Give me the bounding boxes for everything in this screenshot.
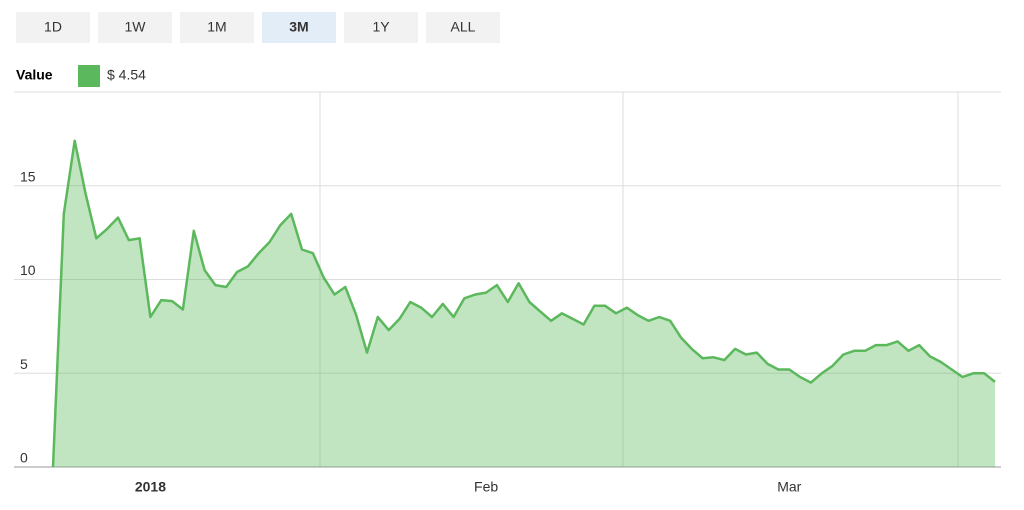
range-button[interactable]: [16, 12, 90, 43]
range-button-label[interactable]: 1W: [125, 19, 147, 35]
legend-name: Value: [16, 67, 53, 83]
area: [53, 140, 995, 468]
range-button[interactable]: [262, 12, 336, 43]
legend-swatch: [78, 65, 100, 87]
range-button-label[interactable]: 1Y: [372, 19, 390, 35]
range-button-label[interactable]: 1D: [44, 19, 62, 35]
y-tick-label: 15: [20, 168, 36, 184]
x-tick-label: 2018: [135, 479, 166, 495]
y-tick-label: 10: [20, 262, 36, 278]
range-button[interactable]: [426, 12, 500, 43]
y-tick-label: 0: [20, 450, 28, 466]
range-button[interactable]: [98, 12, 172, 43]
range-button[interactable]: [344, 12, 418, 43]
range-button-label[interactable]: 3M: [289, 19, 308, 35]
range-button-label[interactable]: 1M: [207, 19, 226, 35]
y-tick-label: 5: [20, 356, 28, 372]
line: [51, 139, 996, 468]
x-tick-label: Mar: [777, 479, 801, 495]
x-tick-label: Feb: [474, 479, 498, 495]
legend-value: $ 4.54: [107, 67, 146, 83]
range-button[interactable]: [180, 12, 254, 43]
range-button-label[interactable]: ALL: [451, 19, 476, 35]
